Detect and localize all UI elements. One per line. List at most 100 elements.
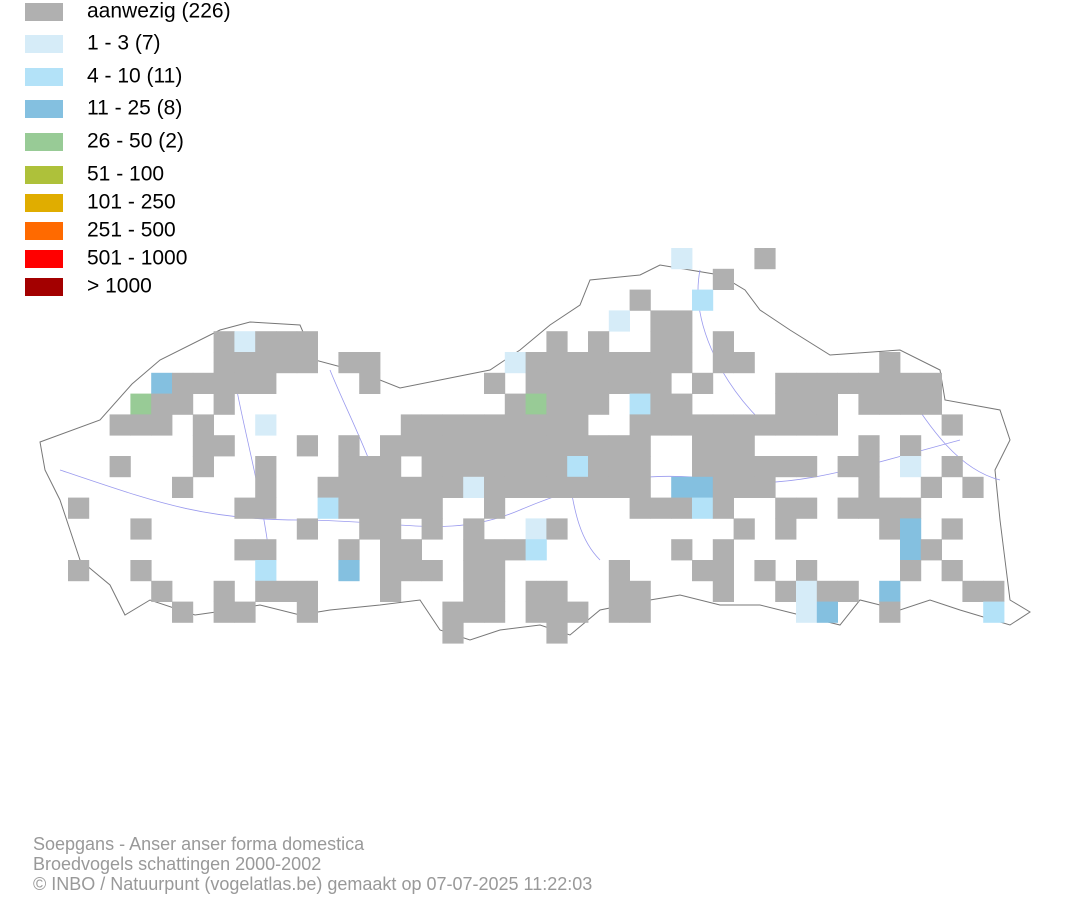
map-cell xyxy=(733,476,755,498)
map-cell xyxy=(567,601,589,623)
legend-label: 101 - 250 xyxy=(87,191,176,214)
map-cell xyxy=(213,435,235,457)
map-cell xyxy=(629,456,651,478)
map-cell xyxy=(629,435,651,457)
map-cell xyxy=(317,497,339,519)
map-cell xyxy=(463,601,485,623)
map-cell xyxy=(671,331,693,353)
map-cell xyxy=(296,352,318,374)
map-cell xyxy=(608,456,630,478)
map-cell xyxy=(608,580,630,602)
map-cell xyxy=(733,456,755,478)
map-cell xyxy=(463,414,485,436)
footer-subtitle: Broedvogels schattingen 2000-2002 xyxy=(33,854,321,874)
map-cell xyxy=(130,518,152,540)
map-cell xyxy=(296,518,318,540)
map-cell xyxy=(546,414,568,436)
map-cell xyxy=(234,539,256,561)
map-cell xyxy=(380,435,402,457)
map-cell xyxy=(733,518,755,540)
map-cell xyxy=(421,414,443,436)
map-cell xyxy=(775,414,797,436)
map-cell xyxy=(546,622,568,644)
map-cell xyxy=(504,414,526,436)
map-cell xyxy=(296,601,318,623)
map-cell xyxy=(567,393,589,415)
map-cell xyxy=(504,456,526,478)
map-cell xyxy=(192,456,214,478)
map-cell xyxy=(567,352,589,374)
map-cell xyxy=(130,560,152,582)
map-cell xyxy=(109,414,131,436)
map-cell xyxy=(650,393,672,415)
footer-credit: © INBO / Natuurpunt (vogelatlas.be) gema… xyxy=(33,874,592,894)
map-cell xyxy=(588,352,610,374)
legend-label: 26 - 50 (2) xyxy=(87,130,184,153)
map-cell xyxy=(816,601,838,623)
map-cell xyxy=(692,456,714,478)
map-cell xyxy=(109,456,131,478)
map-cell xyxy=(983,601,1005,623)
map-cell xyxy=(463,539,485,561)
map-cell xyxy=(380,518,402,540)
map-cell xyxy=(796,601,818,623)
map-cell xyxy=(234,352,256,374)
map-cell xyxy=(775,580,797,602)
map-cell xyxy=(629,414,651,436)
map-cell xyxy=(546,393,568,415)
map-cell xyxy=(983,580,1005,602)
map-cell xyxy=(255,456,277,478)
map-cell xyxy=(546,352,568,374)
map-cell xyxy=(920,372,942,394)
map-cell xyxy=(588,372,610,394)
map-cell xyxy=(421,456,443,478)
map-cell xyxy=(276,331,298,353)
map-cell xyxy=(546,435,568,457)
map-cell xyxy=(900,435,922,457)
map-cell xyxy=(442,601,464,623)
map-cell xyxy=(879,601,901,623)
map-cell xyxy=(484,435,506,457)
map-cell xyxy=(255,352,277,374)
map-cell xyxy=(276,352,298,374)
map-cell xyxy=(442,435,464,457)
map-cell xyxy=(796,497,818,519)
map-cell xyxy=(608,601,630,623)
map-cell xyxy=(712,497,734,519)
map-cell xyxy=(338,435,360,457)
map-cell xyxy=(213,331,235,353)
map-cell xyxy=(546,331,568,353)
map-cell xyxy=(837,497,859,519)
map-cell xyxy=(484,539,506,561)
map-cell xyxy=(484,580,506,602)
map-cell xyxy=(900,393,922,415)
map-cell xyxy=(567,372,589,394)
map-cell xyxy=(234,497,256,519)
legend-swatch xyxy=(25,3,63,21)
map-cell xyxy=(359,352,381,374)
map-cell xyxy=(338,352,360,374)
map-cell xyxy=(754,560,776,582)
map-cell xyxy=(858,456,880,478)
map-cell xyxy=(712,268,734,290)
map-cell xyxy=(650,414,672,436)
map-cell xyxy=(837,456,859,478)
map-cell xyxy=(525,476,547,498)
map-cell xyxy=(359,456,381,478)
map-cell xyxy=(588,435,610,457)
map-cell xyxy=(172,476,194,498)
map-cell xyxy=(671,539,693,561)
map-cell xyxy=(463,518,485,540)
map-cell xyxy=(712,414,734,436)
map-cell xyxy=(692,414,714,436)
map-cell xyxy=(629,372,651,394)
map-cell xyxy=(837,372,859,394)
map-cell xyxy=(671,476,693,498)
map-cell xyxy=(421,435,443,457)
map-cell xyxy=(484,414,506,436)
map-cell xyxy=(733,414,755,436)
map-cell xyxy=(920,539,942,561)
map-cell xyxy=(151,414,173,436)
map-cell xyxy=(608,435,630,457)
